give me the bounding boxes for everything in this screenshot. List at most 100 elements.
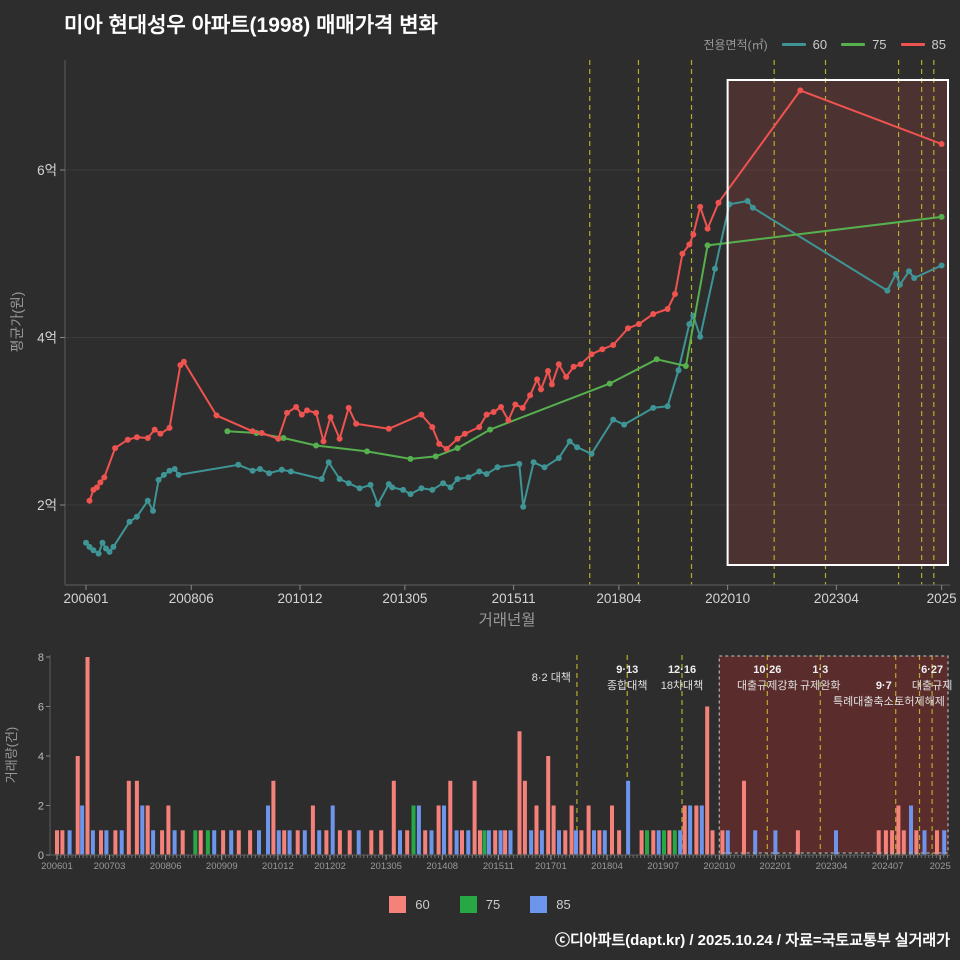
volume-bar-60 (99, 830, 103, 856)
price-point-75 (432, 453, 439, 460)
price-point-60 (574, 444, 581, 451)
price-point-85 (258, 430, 265, 436)
price-point-85 (610, 342, 617, 348)
volume-bar-85 (942, 830, 947, 856)
price-point-60 (110, 543, 117, 550)
volume-bar-85 (753, 830, 758, 856)
price-point-85 (97, 479, 104, 486)
price-point-85 (93, 484, 100, 491)
price-legend-label-75: 75 (872, 37, 887, 52)
volume-bar-60 (667, 830, 672, 856)
price-point-85 (133, 434, 140, 441)
volume-bar-60 (610, 805, 614, 855)
volume-bar-60 (198, 830, 203, 856)
price-point-75 (313, 442, 320, 449)
price-point-60 (697, 333, 704, 340)
volume-bar-85 (80, 805, 85, 855)
volume-bar-60 (901, 830, 906, 856)
price-point-85 (690, 231, 697, 238)
price-y-tick-label: 2억 (37, 498, 57, 513)
volume-bar-85 (486, 830, 491, 856)
volume-bar-60 (493, 830, 498, 856)
price-point-85 (418, 411, 425, 418)
volume-x-tick-label: 200601 (41, 861, 73, 872)
volume-bar-60 (126, 780, 131, 856)
price-point-60 (896, 281, 903, 288)
volume-bar-85 (266, 805, 270, 855)
volume-bar-85 (302, 830, 307, 856)
volume-bar-85 (104, 830, 109, 856)
price-point-85 (180, 358, 187, 365)
volume-bar-85 (416, 805, 421, 855)
price-point-85 (151, 426, 158, 433)
price-point-75 (682, 363, 689, 369)
price-point-85 (483, 411, 490, 418)
volume-bar-60 (75, 756, 80, 855)
price-legend-title: 전용면적(㎡) (703, 38, 768, 52)
volume-legend-item-60[interactable]: 60 (389, 896, 430, 913)
volume-bar-60 (180, 830, 185, 856)
volume-ylabel: 거래량(건) (4, 727, 19, 784)
volume-bar-85 (151, 830, 156, 856)
price-legend-item-60[interactable]: 60 (781, 37, 827, 52)
volume-bar-60 (271, 780, 276, 856)
price-point-60 (938, 262, 945, 269)
volume-bar-60 (569, 805, 574, 855)
price-point-85 (298, 411, 305, 418)
volume-bar-60 (914, 830, 919, 856)
volume-bar-85 (172, 830, 177, 856)
price-point-85 (336, 435, 343, 442)
price-x-tick-label: 200806 (169, 591, 214, 606)
price-point-85 (166, 424, 173, 431)
price-point-60 (407, 491, 414, 498)
price-xlabel: 거래년월 (478, 611, 535, 629)
volume-bar-60 (405, 830, 410, 856)
volume-bar-85 (678, 830, 683, 856)
price-point-60 (476, 468, 483, 475)
volume-bar-60 (166, 805, 171, 855)
price-point-85 (519, 404, 526, 411)
price-point-75 (364, 448, 370, 455)
price-point-60 (106, 548, 113, 555)
price-point-60 (483, 471, 490, 477)
volume-bar-60 (436, 805, 441, 855)
volume-bar-60 (579, 830, 584, 856)
price-legend-item-75[interactable]: 75 (841, 37, 887, 52)
volume-legend-item-75[interactable]: 75 (459, 896, 500, 913)
price-point-85 (490, 409, 497, 415)
price-point-75 (224, 428, 231, 435)
price-point-75 (280, 435, 287, 441)
price-point-60 (429, 486, 436, 493)
volume-bar-60 (651, 830, 656, 856)
volume-bar-60 (710, 830, 715, 856)
volume-bar-85 (317, 830, 322, 856)
policy-annotation: 18차대책 (661, 679, 704, 692)
price-point-85 (157, 430, 164, 437)
volume-bar-60 (720, 830, 725, 856)
volume-y-tick-label: 6 (38, 702, 44, 714)
volume-bar-85 (557, 830, 561, 856)
price-point-85 (697, 203, 704, 210)
price-point-75 (704, 242, 711, 249)
volume-bar-60 (586, 805, 591, 855)
volume-x-tick-label: 202201 (760, 861, 792, 872)
price-point-75 (407, 455, 414, 462)
price-point-85 (436, 440, 443, 447)
price-point-60 (144, 497, 151, 504)
volume-bar-85 (725, 830, 730, 856)
volume-bar-85 (287, 830, 292, 856)
volume-bar-85 (454, 830, 459, 856)
price-point-60 (356, 485, 363, 492)
volume-bar-60 (896, 805, 901, 855)
policy-annotation-date: 6·27 (921, 664, 943, 676)
volume-legend-item-85[interactable]: 85 (530, 896, 571, 913)
price-point-85 (512, 401, 519, 408)
volume-x-tick-label: 201012 (262, 861, 294, 872)
price-point-85 (249, 428, 256, 435)
volume-bar-85 (574, 830, 578, 856)
price-point-60 (155, 476, 162, 483)
volume-bar-85 (67, 830, 72, 856)
price-legend-item-85[interactable]: 85 (900, 37, 946, 52)
volume-bar-85 (529, 830, 534, 856)
